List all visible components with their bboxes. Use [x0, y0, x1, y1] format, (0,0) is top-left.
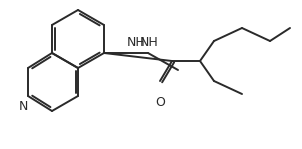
- Text: NH: NH: [140, 36, 158, 49]
- Text: NH: NH: [127, 36, 145, 49]
- Text: N: N: [18, 100, 28, 114]
- Text: O: O: [155, 96, 165, 108]
